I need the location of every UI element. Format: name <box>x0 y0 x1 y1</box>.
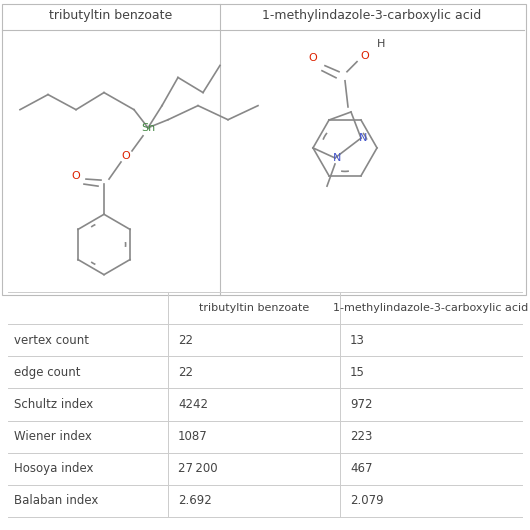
Text: Balaban index: Balaban index <box>14 494 99 507</box>
Text: Hosoya index: Hosoya index <box>14 462 93 475</box>
Text: 2.079: 2.079 <box>350 494 384 507</box>
Text: H: H <box>377 39 385 49</box>
Text: 1087: 1087 <box>178 430 208 443</box>
Text: tributyltin benzoate: tributyltin benzoate <box>199 303 309 313</box>
Text: N: N <box>359 133 367 143</box>
Text: 22: 22 <box>178 366 193 379</box>
Text: 27 200: 27 200 <box>178 462 218 475</box>
Text: 4242: 4242 <box>178 398 208 411</box>
Text: Sn: Sn <box>141 123 155 133</box>
Text: 2.692: 2.692 <box>178 494 212 507</box>
Text: vertex count: vertex count <box>14 333 89 347</box>
Text: 22: 22 <box>178 333 193 347</box>
Text: 1-methylindazole-3-carboxylic acid: 1-methylindazole-3-carboxylic acid <box>333 303 528 313</box>
Text: O: O <box>72 171 81 181</box>
Text: 972: 972 <box>350 398 373 411</box>
Text: O: O <box>121 151 130 161</box>
Text: 13: 13 <box>350 333 365 347</box>
Text: 1-methylindazole-3-carboxylic acid: 1-methylindazole-3-carboxylic acid <box>262 8 482 22</box>
Text: O: O <box>360 51 369 60</box>
Text: edge count: edge count <box>14 366 81 379</box>
Text: O: O <box>308 52 317 63</box>
Text: Wiener index: Wiener index <box>14 430 92 443</box>
Text: 15: 15 <box>350 366 365 379</box>
Text: tributyltin benzoate: tributyltin benzoate <box>49 8 173 22</box>
Text: N: N <box>333 153 341 163</box>
Text: 223: 223 <box>350 430 373 443</box>
Text: 467: 467 <box>350 462 373 475</box>
Text: Schultz index: Schultz index <box>14 398 93 411</box>
